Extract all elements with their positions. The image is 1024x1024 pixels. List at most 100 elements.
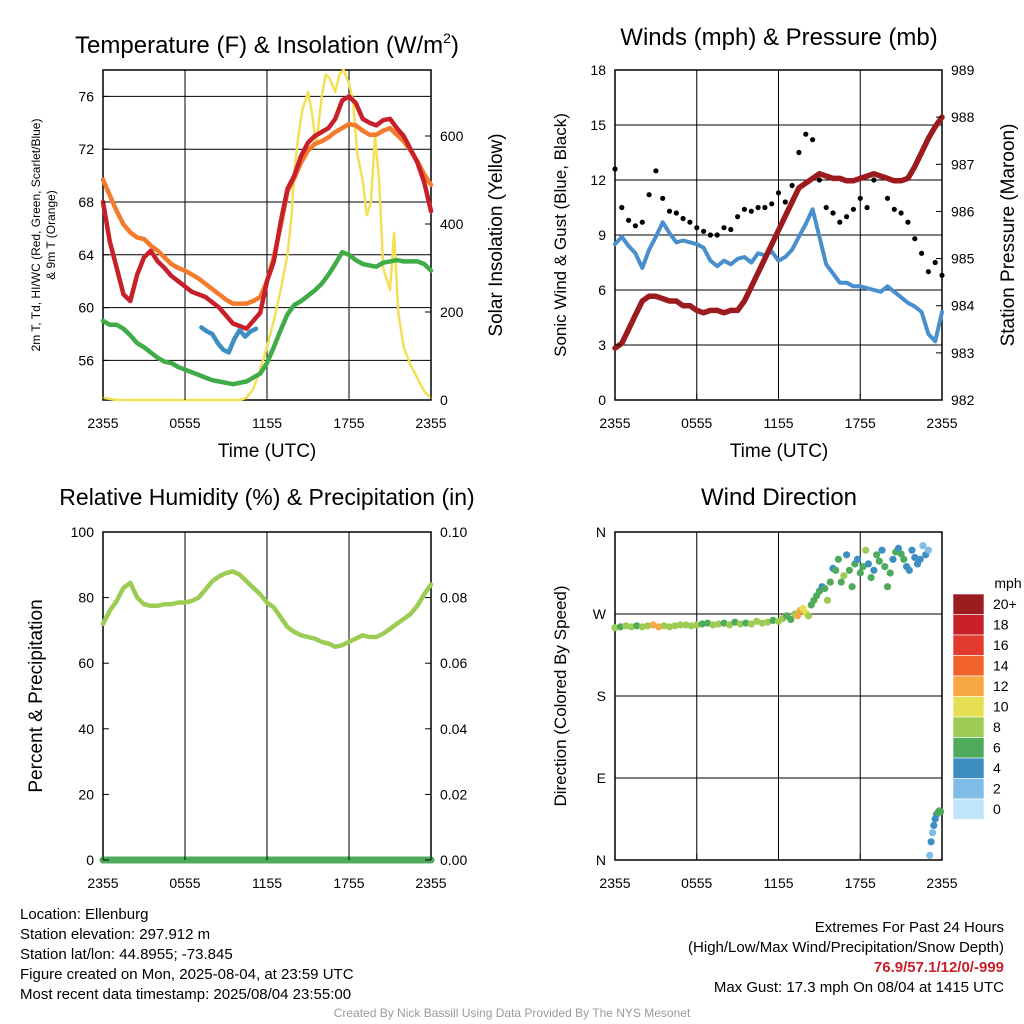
x-tick-label: 1755 xyxy=(845,875,876,891)
direction-point xyxy=(742,619,750,627)
x-tick-label: 1155 xyxy=(763,415,793,431)
y-tick-label-left: N xyxy=(596,852,606,868)
direction-point xyxy=(633,622,641,630)
station-elevation: Station elevation: 297.912 m xyxy=(20,926,211,943)
direction-point xyxy=(649,621,657,629)
extremes-subtitle: (High/Low/Max Wind/Precipitation/Snow De… xyxy=(688,939,1004,956)
y-tick-label-right: 400 xyxy=(440,216,464,232)
x-tick-label: 2355 xyxy=(415,875,446,891)
direction-ylabel-left: Direction (Colored By Speed) xyxy=(551,585,570,806)
gust-point xyxy=(626,217,632,223)
direction-point xyxy=(725,621,734,629)
y-tick-label-left: 68 xyxy=(78,194,94,210)
winds-ticks: 2355 0555 1155 1755 2355 0 3 6 9 12 15 18 982 983 984 9… xyxy=(590,62,974,431)
y-tick-label-left: 40 xyxy=(78,721,94,737)
direction-point xyxy=(665,623,674,631)
gust-point xyxy=(673,210,679,216)
direction-point xyxy=(671,622,679,630)
direction-point xyxy=(698,620,706,628)
direction-point xyxy=(676,621,685,629)
direction-point xyxy=(916,555,924,563)
gust-point xyxy=(850,206,857,212)
direction-point xyxy=(769,616,777,625)
direction-point xyxy=(736,620,745,628)
y-tick-label-right: 985 xyxy=(951,251,975,267)
legend-swatch xyxy=(952,675,985,697)
y-tick-label-left: 76 xyxy=(78,88,94,104)
direction-point xyxy=(924,546,933,554)
gust-point xyxy=(789,182,795,189)
gust-point xyxy=(666,208,673,214)
gust-point xyxy=(932,259,938,266)
x-tick-label: 0555 xyxy=(681,875,712,891)
winds-ylabel-right: Station Pressure (Maroon) xyxy=(998,124,1019,347)
y-tick-label-left: 6 xyxy=(598,282,606,298)
y-tick-label-left: 56 xyxy=(78,352,94,368)
y-tick-label-left: 20 xyxy=(78,786,94,802)
direction-point xyxy=(693,621,701,629)
direction-point xyxy=(848,583,856,591)
legend-label: 6 xyxy=(993,740,1001,756)
y-tick-label-left: N xyxy=(596,524,606,540)
legend-swatch xyxy=(952,614,985,636)
x-tick-label: 1155 xyxy=(252,875,282,891)
extremes-info: Extremes For Past 24 Hours (High/Low/Max… xyxy=(688,918,1004,998)
direction-point xyxy=(804,612,813,620)
gust-point xyxy=(844,214,850,220)
direction-point xyxy=(843,551,851,559)
direction-point xyxy=(864,560,873,568)
gust-point xyxy=(905,219,911,225)
gust-point xyxy=(810,137,816,143)
temperature-ylabel-left-line2: & 9m T (Orange) xyxy=(44,190,58,280)
gust-point xyxy=(721,225,727,231)
gust-point xyxy=(919,250,925,256)
y-tick-label-right: 982 xyxy=(951,392,975,408)
y-tick-label-left: 15 xyxy=(590,117,606,133)
extremes-title: Extremes For Past 24 Hours xyxy=(814,919,1004,936)
y-tick-label-right: 0.08 xyxy=(440,590,467,606)
winds-title: Winds (mph) & Pressure (mb) xyxy=(620,24,937,51)
gust-point xyxy=(762,204,768,211)
y-tick-label-right: 987 xyxy=(951,156,975,172)
y-tick-label-right: 989 xyxy=(951,62,975,78)
direction-point xyxy=(930,821,938,830)
gust-point xyxy=(782,199,788,205)
direction-point xyxy=(826,578,834,586)
winds-xlabel: Time (UTC) xyxy=(730,441,829,462)
direction-point xyxy=(937,808,945,816)
y-tick-label-left: 80 xyxy=(78,590,94,606)
humidity-ylabel-left: Percent & Precipitation xyxy=(26,599,47,792)
y-tick-label-right: 600 xyxy=(440,128,464,144)
legend-swatch xyxy=(952,757,985,779)
legend-label: 2 xyxy=(993,781,1001,797)
gust-point xyxy=(939,272,945,278)
gust-point xyxy=(619,204,625,211)
gust-point xyxy=(912,236,918,242)
direction-point xyxy=(919,542,927,550)
y-tick-label-right: 0.10 xyxy=(440,524,467,540)
direction-point xyxy=(714,620,723,628)
direction-point xyxy=(794,612,802,620)
legend-swatch xyxy=(952,593,985,615)
direction-point xyxy=(886,569,894,577)
direction-point xyxy=(823,596,832,604)
max-gust: Max Gust: 17.3 mph On 08/04 at 1415 UTC xyxy=(713,979,1004,996)
x-tick-label: 2355 xyxy=(87,875,118,891)
legend-label: 16 xyxy=(993,637,1009,653)
direction-point xyxy=(627,623,636,631)
legend-title: mph xyxy=(994,575,1021,591)
gust-point xyxy=(646,192,652,198)
direction-point xyxy=(862,546,870,554)
direction-point xyxy=(927,838,935,846)
legend-label: 12 xyxy=(993,678,1009,694)
direction-point xyxy=(881,563,889,571)
y-tick-label-right: 0.04 xyxy=(440,721,467,737)
x-tick-label: 1755 xyxy=(333,415,364,431)
direction-point xyxy=(655,623,663,631)
speed-legend: mph 20+ 18 16 14 12 10 8 6 4 2 0 xyxy=(952,575,1022,820)
temperature-panel: Temperature (F) & Insolation (W/m2) 2355… xyxy=(29,30,507,462)
y-tick-label-right: 0 xyxy=(440,392,448,408)
legend-swatch xyxy=(952,716,985,738)
gust-point xyxy=(816,177,823,183)
legend-label: 4 xyxy=(993,760,1001,776)
